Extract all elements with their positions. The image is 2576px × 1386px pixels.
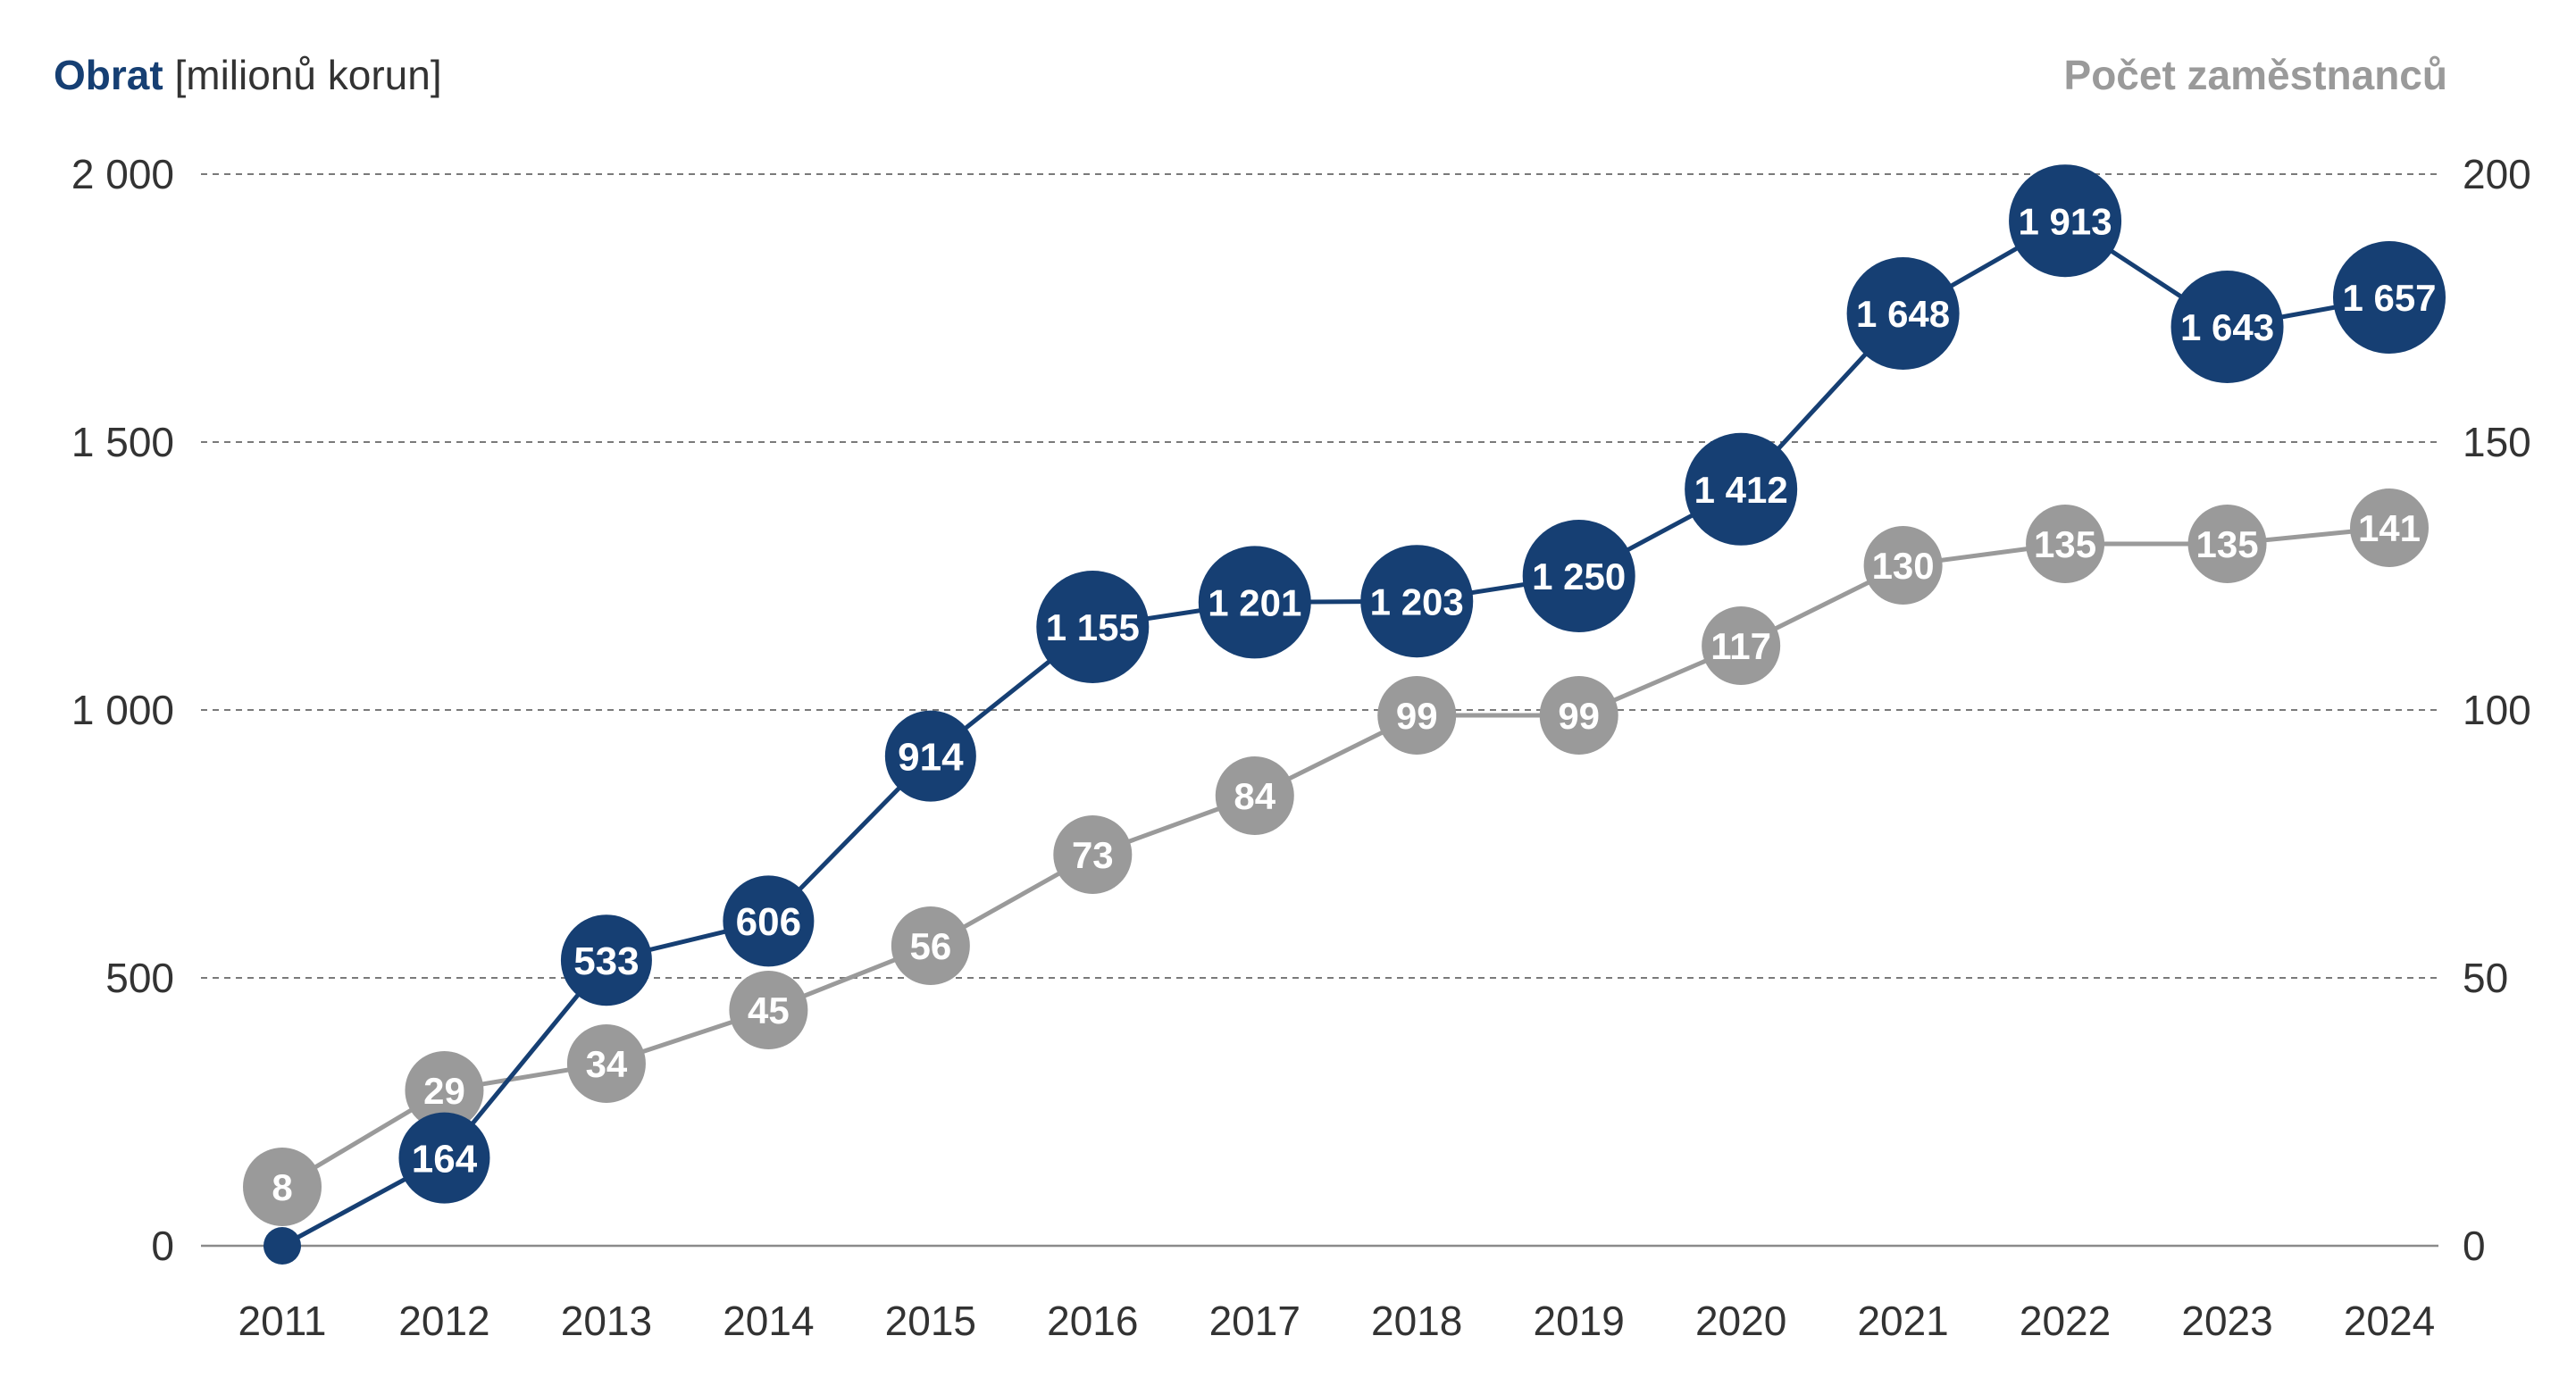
data-point bbox=[1539, 676, 1618, 755]
data-point bbox=[1036, 571, 1150, 683]
right-tick-label: 100 bbox=[2463, 687, 2531, 733]
data-label: 135 bbox=[2195, 523, 2258, 565]
data-point bbox=[2350, 488, 2429, 567]
data-label: 533 bbox=[573, 939, 639, 983]
data-label: 1 155 bbox=[1046, 606, 1140, 648]
data-label: 45 bbox=[748, 989, 790, 1031]
data-point bbox=[2170, 271, 2284, 383]
left-tick-label: 1 500 bbox=[71, 419, 174, 465]
data-label: 1 201 bbox=[1208, 582, 1301, 624]
turnover-series: 164 533 606 914 1 155 1 201 1 203 1 250 1 412 1 6… bbox=[263, 164, 2446, 1265]
x-tick-label: 2022 bbox=[2020, 1298, 2111, 1344]
x-tick-label: 2017 bbox=[1209, 1298, 1301, 1344]
data-label: 1 648 bbox=[1856, 293, 1950, 335]
x-tick-label: 2021 bbox=[1857, 1298, 1948, 1344]
data-point bbox=[2009, 164, 2122, 278]
data-point bbox=[1685, 432, 1798, 546]
data-label: 99 bbox=[1558, 695, 1600, 737]
data-point bbox=[398, 1112, 490, 1204]
data-point bbox=[1702, 606, 1781, 685]
data-label: 34 bbox=[586, 1043, 628, 1085]
data-label: 84 bbox=[1234, 775, 1275, 817]
x-tick-label: 2024 bbox=[2344, 1298, 2435, 1344]
left-axis-title: Obrat [milionů korun] bbox=[54, 52, 442, 98]
right-axis-title: Počet zaměstnanců bbox=[2064, 52, 2447, 98]
data-point bbox=[2333, 241, 2446, 354]
data-label: 73 bbox=[1072, 834, 1114, 876]
x-tick-label: 2023 bbox=[2181, 1298, 2272, 1344]
left-tick-label: 1 000 bbox=[71, 687, 174, 733]
x-tick-label: 2014 bbox=[723, 1298, 814, 1344]
left-tick-label: 0 bbox=[151, 1223, 174, 1269]
x-tick-label: 2012 bbox=[398, 1298, 489, 1344]
data-label: 99 bbox=[1396, 695, 1438, 737]
data-point bbox=[243, 1148, 322, 1226]
x-tick-label: 2015 bbox=[885, 1298, 976, 1344]
x-tick-label: 2018 bbox=[1371, 1298, 1462, 1344]
data-point bbox=[729, 971, 808, 1049]
x-tick-label: 2020 bbox=[1695, 1298, 1786, 1344]
gridlines bbox=[201, 173, 2438, 1248]
data-point bbox=[1863, 526, 1943, 605]
right-tick-label: 0 bbox=[2463, 1223, 2486, 1269]
right-tick-label: 200 bbox=[2463, 151, 2531, 197]
data-point bbox=[1053, 815, 1133, 894]
data-point bbox=[560, 914, 652, 1006]
data-point bbox=[405, 1051, 484, 1130]
data-point bbox=[1215, 756, 1294, 835]
data-label: 141 bbox=[2358, 507, 2421, 549]
data-label: 29 bbox=[423, 1070, 465, 1112]
data-point bbox=[263, 1227, 301, 1265]
data-point bbox=[1377, 676, 1457, 755]
data-point bbox=[1522, 520, 1635, 632]
data-label: 1 657 bbox=[2342, 277, 2436, 319]
data-point bbox=[2187, 505, 2267, 583]
data-label: 164 bbox=[412, 1137, 478, 1181]
left-tick-label: 2 000 bbox=[71, 151, 174, 197]
data-label: 117 bbox=[1710, 625, 1771, 667]
data-point bbox=[723, 875, 815, 967]
left-axis-ticks: 0 500 1 000 1 500 2 000 bbox=[71, 151, 174, 1269]
employees-series: 8 29 34 45 56 73 84 99 99 117 130 135 135 141 bbox=[243, 488, 2429, 1226]
right-tick-label: 150 bbox=[2463, 419, 2531, 465]
x-axis-ticks: 2011 2012 2013 2014 2015 2016 2017 2018 2019 2020… bbox=[238, 1298, 2436, 1344]
left-axis-title-bold: Obrat bbox=[54, 52, 163, 98]
data-label: 56 bbox=[909, 925, 951, 967]
right-tick-label: 50 bbox=[2463, 955, 2508, 1001]
data-label: 8 bbox=[272, 1166, 292, 1208]
data-label: 135 bbox=[2034, 523, 2096, 565]
data-label: 914 bbox=[898, 735, 964, 779]
left-tick-label: 500 bbox=[105, 955, 174, 1001]
data-label: 1 643 bbox=[2180, 306, 2274, 348]
data-label: 606 bbox=[736, 900, 801, 944]
x-tick-label: 2013 bbox=[561, 1298, 652, 1344]
right-axis-ticks: 0 50 100 150 200 bbox=[2463, 151, 2531, 1269]
data-point bbox=[1360, 545, 1474, 658]
data-label: 1 250 bbox=[1532, 555, 1626, 597]
data-point bbox=[566, 1024, 646, 1103]
data-label: 1 203 bbox=[1370, 580, 1464, 622]
x-tick-label: 2011 bbox=[238, 1298, 327, 1344]
data-point bbox=[891, 906, 970, 985]
data-point bbox=[2026, 505, 2105, 583]
data-label: 130 bbox=[1872, 545, 1935, 587]
x-tick-label: 2019 bbox=[1534, 1298, 1625, 1344]
left-axis-title-unit: [milionů korun] bbox=[163, 52, 442, 98]
data-point bbox=[884, 710, 976, 802]
data-label: 1 913 bbox=[2019, 200, 2112, 242]
x-tick-label: 2016 bbox=[1047, 1298, 1138, 1344]
data-point bbox=[1198, 546, 1311, 659]
data-label: 1 412 bbox=[1694, 469, 1788, 511]
data-point bbox=[1846, 257, 1960, 370]
